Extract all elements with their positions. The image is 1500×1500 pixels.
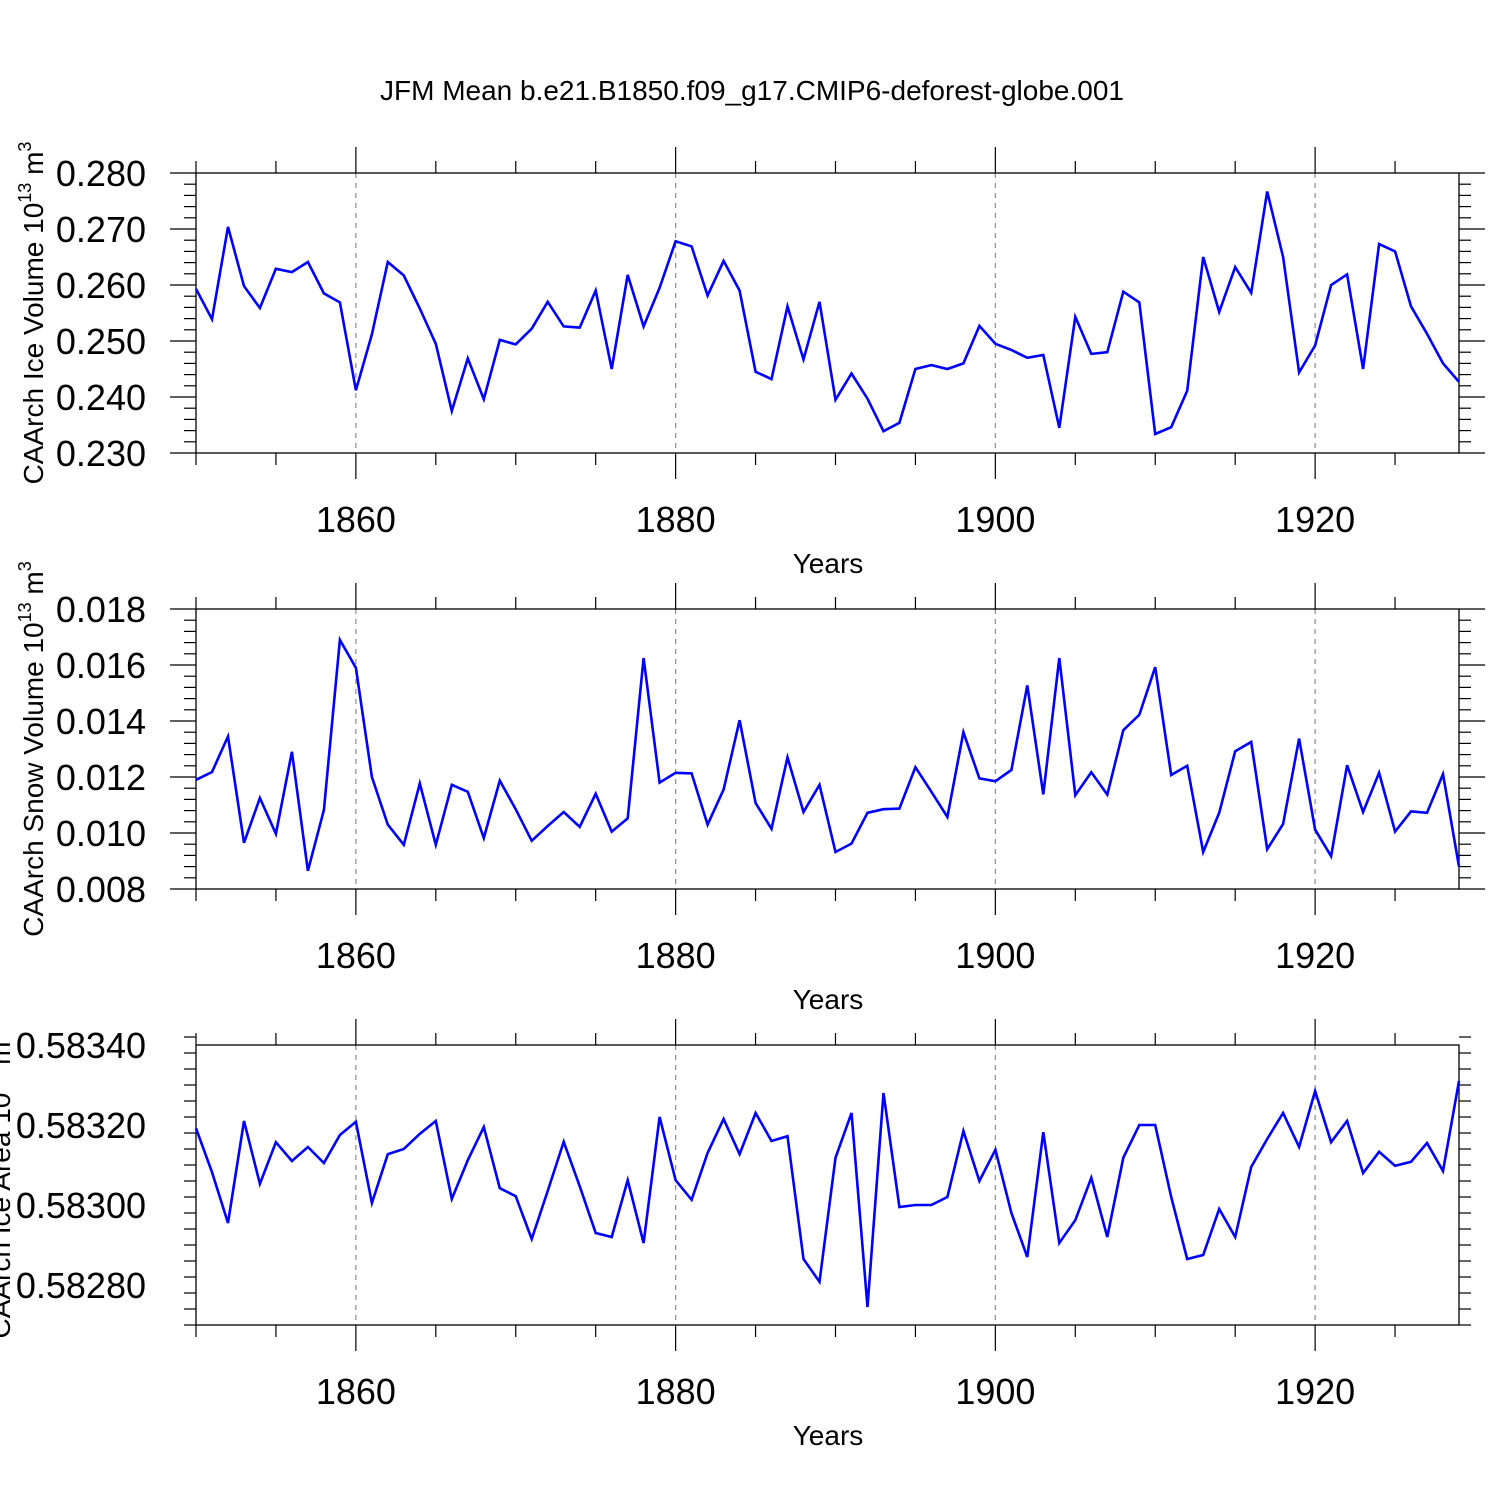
series-line — [195, 635, 1461, 872]
figure-title: JFM Mean b.e21.B1850.f09_g17.CMIP6-defor… — [380, 75, 1124, 106]
x-tick-label: 1900 — [955, 935, 1035, 976]
y-tick-label: 0.58340 — [16, 1025, 146, 1066]
x-tick-label: 1880 — [636, 499, 716, 540]
x-tick-label: 1880 — [636, 935, 716, 976]
x-tick-label: 1900 — [955, 1371, 1035, 1412]
x-tick-label: 1920 — [1275, 935, 1355, 976]
y-tick-label: 0.250 — [56, 321, 146, 362]
x-axis-label: Years — [793, 1420, 864, 1451]
y-tick-label: 0.016 — [56, 645, 146, 686]
x-axis-label: Years — [793, 548, 864, 579]
y-tick-label: 0.58300 — [16, 1185, 146, 1226]
y-tick-label: 0.270 — [56, 209, 146, 250]
x-axis-label: Years — [793, 984, 864, 1015]
plot-frame — [195, 1044, 1460, 1326]
x-tick-label: 1860 — [316, 935, 396, 976]
y-tick-label: 0.280 — [56, 153, 146, 194]
y-tick-label: 0.012 — [56, 757, 146, 798]
series-line — [194, 191, 1460, 436]
chart-panel-3: 0.58280 0.58300 0.58320 0.58340 1860 1880 1900… — [0, 1019, 1471, 1451]
x-tick-label: 1920 — [1275, 1371, 1355, 1412]
x-tick-label: 1900 — [955, 499, 1035, 540]
plot-frame — [195, 172, 1460, 454]
chart-panel-1: 0.230 0.240 0.250 0.260 0.270 0.280 1860 1880 19… — [15, 142, 1485, 579]
y-tick-label: 0.230 — [56, 433, 146, 474]
x-tick-label: 1920 — [1275, 499, 1355, 540]
y-tick-label: 0.58280 — [16, 1265, 146, 1306]
y-tick-label: 0.014 — [56, 701, 146, 742]
x-tick-label: 1860 — [316, 499, 396, 540]
y-tick-label: 0.018 — [56, 589, 146, 630]
y-tick-label: 0.010 — [56, 813, 146, 854]
y-tick-label: 0.008 — [56, 869, 146, 910]
y-axis-label: CAArch Ice Area 1013 m2 — [0, 1031, 16, 1338]
y-tick-label: 0.240 — [56, 377, 146, 418]
y-tick-label: 0.260 — [56, 265, 146, 306]
plot-frame — [195, 608, 1460, 890]
chart-panel-2: 0.008 0.010 0.012 0.014 0.016 0.018 1860 1880 19… — [15, 561, 1485, 1015]
y-axis-label: CAArch Snow Volume 1013 m3 — [15, 561, 49, 937]
y-tick-label: 0.58320 — [16, 1105, 146, 1146]
y-axis-label: CAArch Ice Volume 1013 m3 — [15, 142, 49, 485]
series-line — [194, 1080, 1461, 1308]
x-tick-label: 1860 — [316, 1371, 396, 1412]
x-tick-label: 1880 — [636, 1371, 716, 1412]
